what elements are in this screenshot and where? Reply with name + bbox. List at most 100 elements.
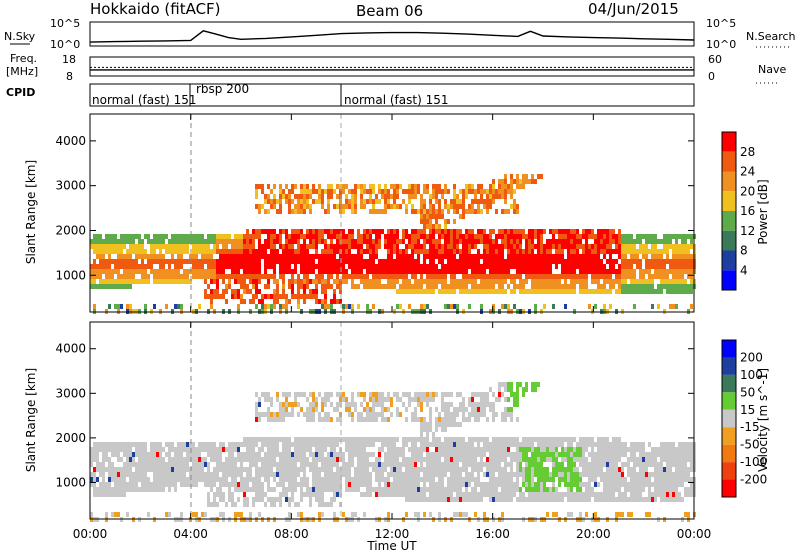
data-cell <box>360 462 363 467</box>
data-cell <box>264 239 267 244</box>
data-cell <box>249 239 252 244</box>
data-cell <box>489 234 492 239</box>
data-cell <box>270 462 273 467</box>
data-cell <box>642 244 645 249</box>
data-cell <box>381 402 384 407</box>
data-cell <box>567 452 570 457</box>
data-cell <box>618 249 621 254</box>
data-cell <box>552 279 555 284</box>
data-cell <box>564 437 567 442</box>
data-cell <box>657 274 660 279</box>
data-cell <box>162 254 165 259</box>
data-cell <box>162 269 165 274</box>
data-cell <box>237 279 240 284</box>
data-cell <box>126 274 129 279</box>
data-cell <box>216 279 219 284</box>
data-cell <box>390 487 393 492</box>
data-cell <box>525 457 528 462</box>
data-cell <box>522 179 525 184</box>
data-cell <box>564 452 567 457</box>
data-cell <box>600 244 603 249</box>
data-cell <box>243 244 246 249</box>
data-cell <box>468 264 471 269</box>
data-cell <box>405 457 408 462</box>
data-cell <box>453 254 456 259</box>
data-cell <box>441 392 444 397</box>
data-cell <box>678 279 681 284</box>
data-cell <box>378 184 381 189</box>
data-cell <box>384 487 387 492</box>
data-cell <box>525 437 528 442</box>
data-cell <box>315 249 318 254</box>
data-cell <box>228 482 231 487</box>
data-cell <box>450 264 453 269</box>
data-cell <box>165 442 168 447</box>
data-cell <box>402 462 405 467</box>
data-cell <box>432 274 435 279</box>
data-cell <box>135 467 138 472</box>
data-cell <box>537 249 540 254</box>
data-cell <box>114 234 117 239</box>
data-cell <box>456 482 459 487</box>
data-cell <box>309 407 312 412</box>
data-cell <box>309 234 312 239</box>
data-cell <box>645 244 648 249</box>
data-cell <box>144 269 147 274</box>
data-cell <box>426 467 429 472</box>
data-cell <box>288 437 291 442</box>
data-cell <box>342 397 345 402</box>
data-cell <box>552 472 555 477</box>
data-cell <box>459 442 462 447</box>
data-cell <box>585 274 588 279</box>
data-cell <box>366 284 369 289</box>
data-cell <box>456 204 459 209</box>
data-cell <box>348 452 351 457</box>
data-cell <box>228 249 231 254</box>
data-cell <box>315 482 318 487</box>
data-cell <box>474 189 477 194</box>
data-cell <box>288 264 291 269</box>
data-cell <box>129 477 132 482</box>
data-cell <box>123 254 126 259</box>
data-cell <box>348 304 351 309</box>
data-cell <box>105 279 108 284</box>
data-cell <box>453 482 456 487</box>
data-cell <box>504 199 507 204</box>
data-cell <box>579 239 582 244</box>
data-cell <box>126 462 129 467</box>
data-cell <box>609 249 612 254</box>
data-cell <box>357 457 360 462</box>
data-cell <box>333 289 336 294</box>
data-cell <box>243 259 246 264</box>
data-cell <box>291 482 294 487</box>
data-cell <box>483 204 486 209</box>
data-cell <box>444 467 447 472</box>
data-cell <box>300 492 303 497</box>
data-cell <box>441 417 444 422</box>
data-cell <box>498 259 501 264</box>
data-cell <box>261 299 264 304</box>
data-cell <box>306 294 309 299</box>
data-cell <box>387 194 390 199</box>
data-cell <box>414 279 417 284</box>
data-cell <box>438 477 441 482</box>
data-cell <box>474 497 477 502</box>
data-cell <box>243 284 246 289</box>
data-cell <box>153 254 156 259</box>
data-cell <box>282 487 285 492</box>
data-cell <box>231 472 234 477</box>
data-cell <box>558 279 561 284</box>
data-cell <box>186 452 189 457</box>
data-cell <box>267 234 270 239</box>
data-cell <box>582 244 585 249</box>
data-cell <box>321 264 324 269</box>
data-cell <box>162 482 165 487</box>
data-cell <box>156 447 159 452</box>
data-cell <box>330 284 333 289</box>
data-cell <box>348 437 351 442</box>
data-cell <box>552 497 555 502</box>
data-cell <box>429 224 432 229</box>
data-cell <box>459 239 462 244</box>
data-cell <box>354 452 357 457</box>
data-cell <box>381 462 384 467</box>
